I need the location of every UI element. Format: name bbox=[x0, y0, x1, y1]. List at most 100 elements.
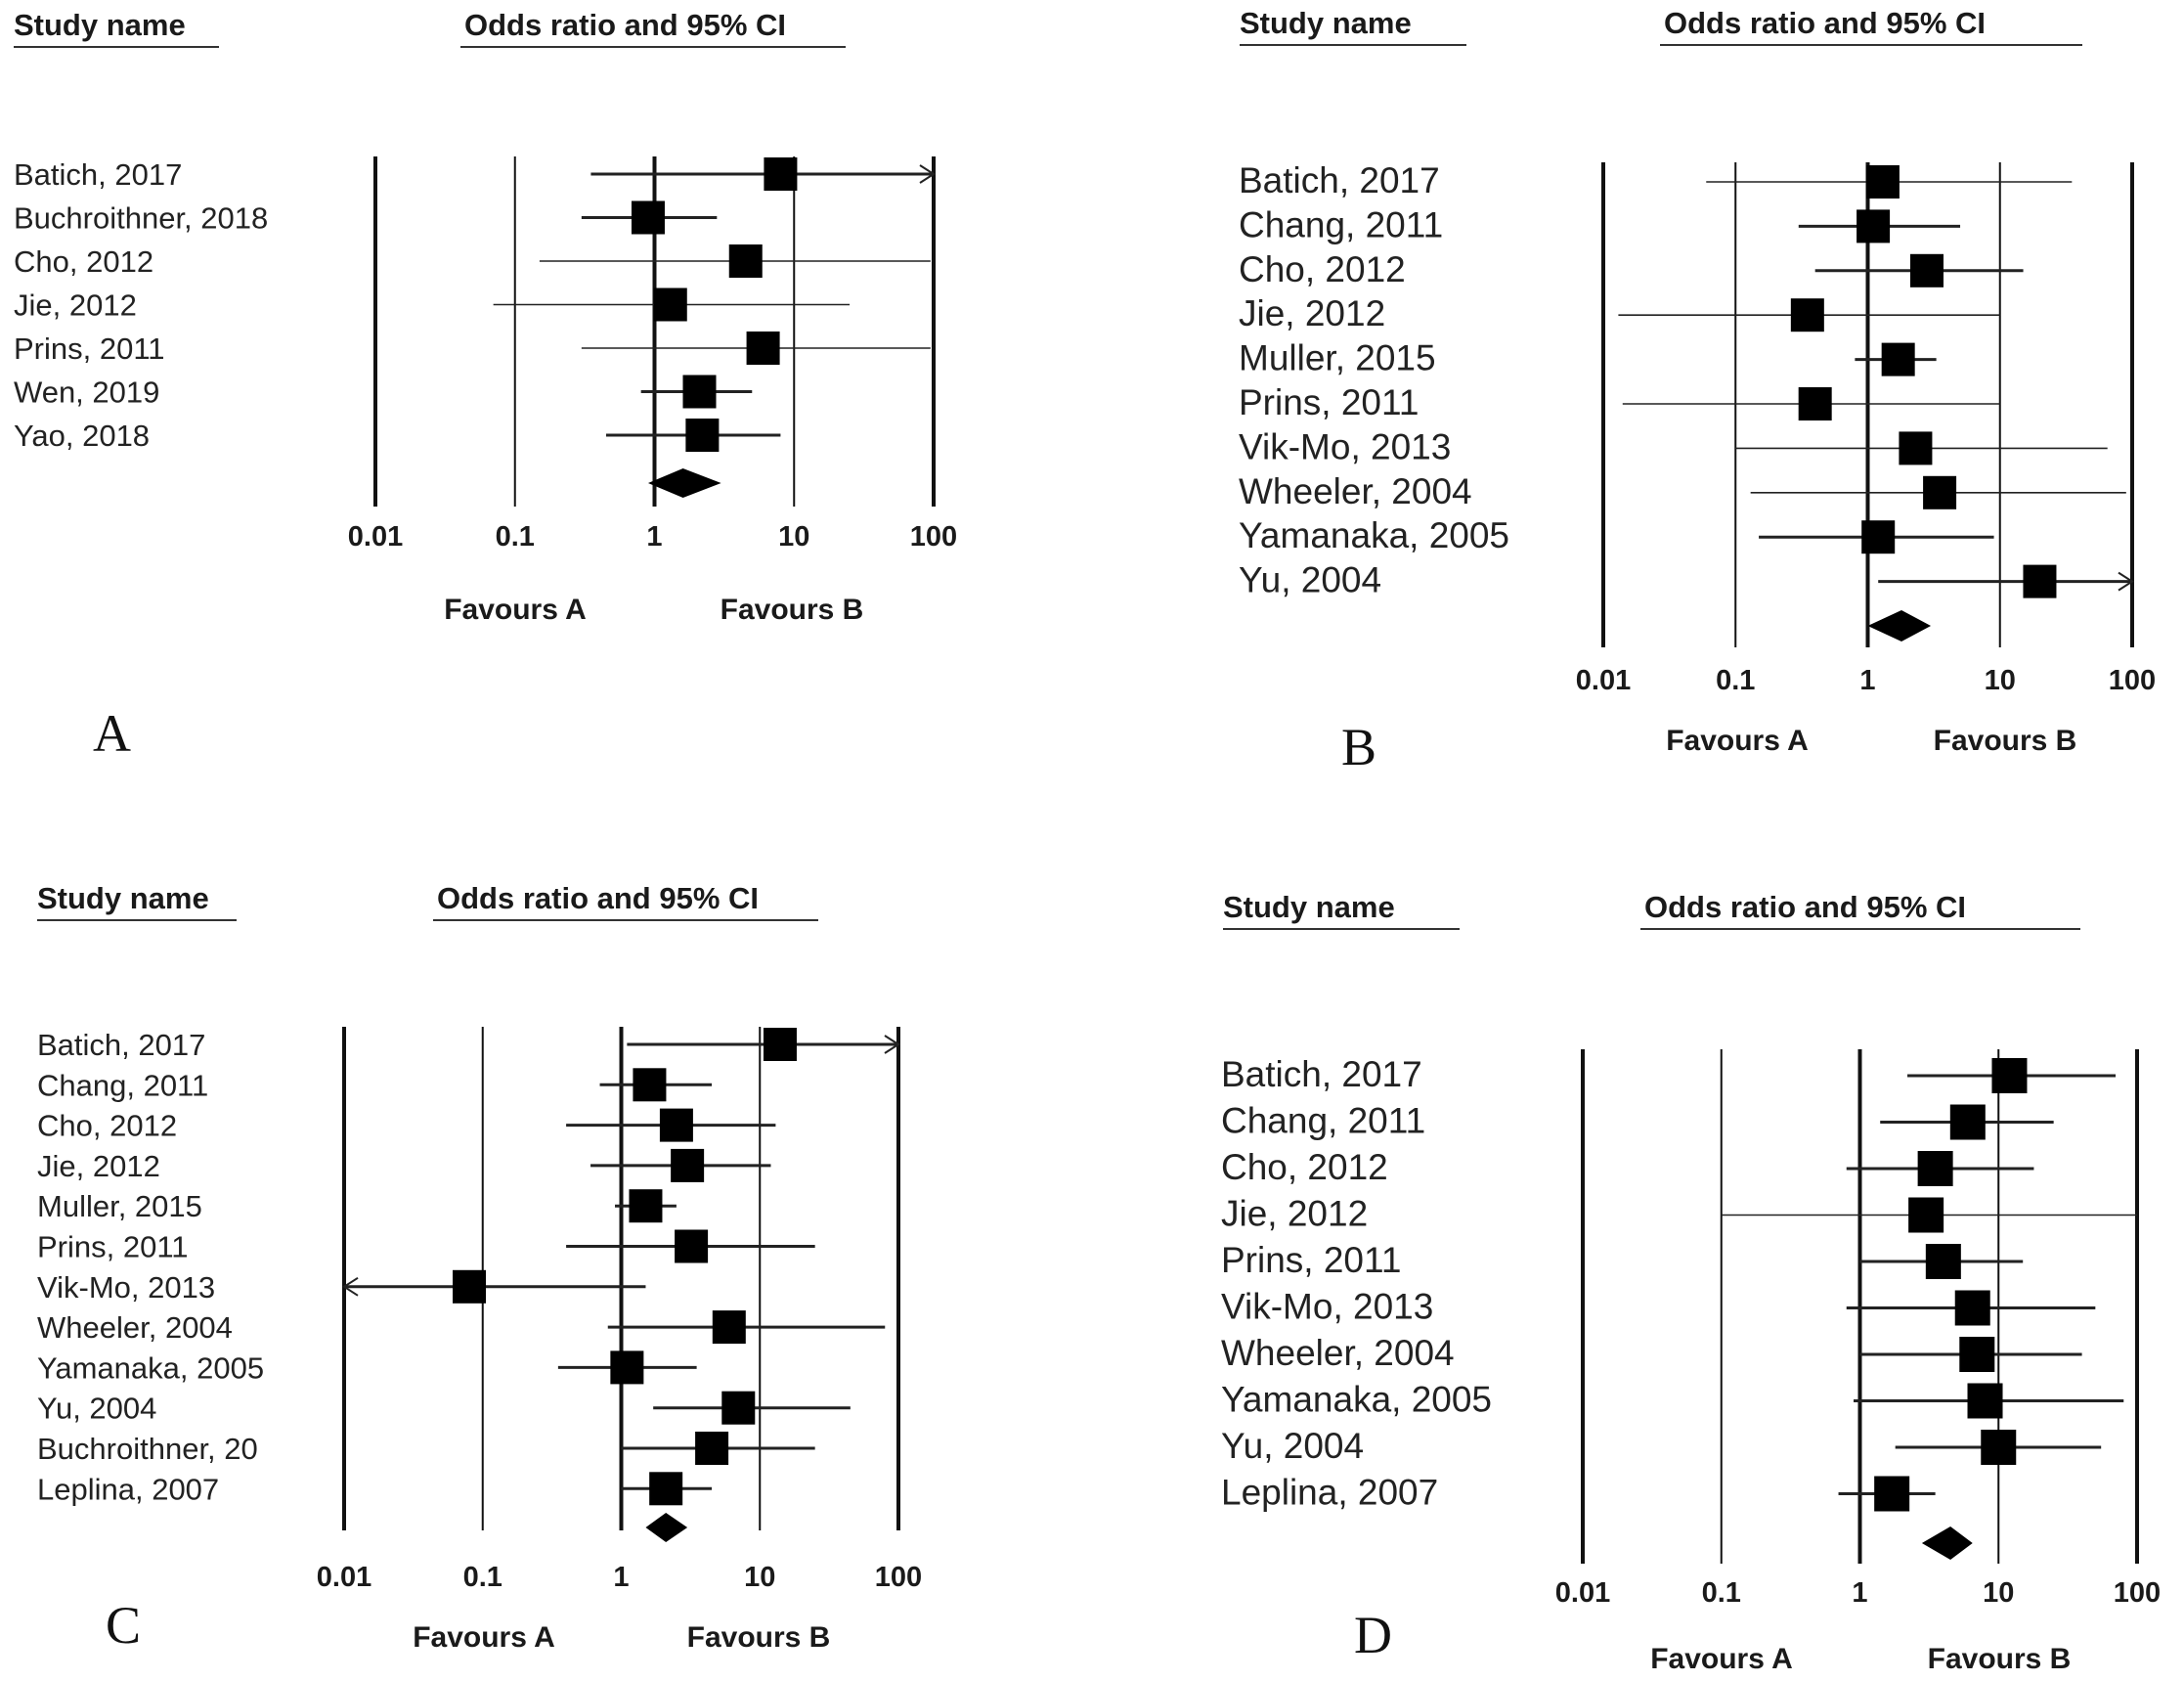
odds-ratio-point bbox=[1991, 1058, 2028, 1093]
favours-b-label: Favours B bbox=[1928, 1643, 2072, 1675]
odds-ratio-point bbox=[649, 1472, 683, 1506]
odds-ratio-point bbox=[721, 1391, 756, 1425]
odds-ratio-point bbox=[653, 288, 687, 322]
study-label: Prins, 2011 bbox=[14, 332, 165, 366]
x-tick-label: 0.1 bbox=[1702, 1577, 1741, 1609]
x-tick-label: 100 bbox=[2109, 665, 2156, 696]
x-tick-label: 100 bbox=[910, 521, 957, 553]
effect-header: Odds ratio and 95% CI bbox=[437, 881, 759, 915]
panel-b: Study name Odds ratio and 95% CI 0.01 0.1 1 1… bbox=[1239, 6, 2156, 776]
x-tick-label: 1 bbox=[1859, 665, 1875, 696]
study-label: Yu, 2004 bbox=[1239, 560, 1381, 600]
odds-ratio-point bbox=[682, 375, 717, 409]
favours-a-label: Favours A bbox=[1666, 725, 1809, 757]
study-label: Prins, 2011 bbox=[1221, 1240, 1401, 1280]
x-tick-label: 10 bbox=[778, 521, 809, 553]
odds-ratio-point bbox=[631, 200, 665, 235]
favours-b-label: Favours B bbox=[721, 594, 864, 626]
panel-label: D bbox=[1354, 1606, 1392, 1664]
favours-b-label: Favours B bbox=[1934, 725, 2077, 757]
x-tick-label: 0.01 bbox=[1576, 665, 1631, 696]
study-label: Wheeler, 2004 bbox=[1239, 471, 1472, 511]
x-tick-label: 10 bbox=[1983, 1577, 2014, 1609]
ci-arrow-left-icon bbox=[342, 1276, 359, 1297]
x-tick-label: 0.01 bbox=[1555, 1577, 1610, 1609]
ci-arrow-right-icon bbox=[884, 1035, 900, 1054]
ci-arrow-right-icon bbox=[919, 164, 936, 184]
study-label: Yu, 2004 bbox=[37, 1392, 156, 1426]
study-label: Yao, 2018 bbox=[14, 419, 150, 453]
odds-ratio-point bbox=[1959, 1337, 1995, 1372]
odds-ratio-point bbox=[685, 419, 720, 452]
study-name-header: Study name bbox=[37, 881, 209, 915]
study-label: Yu, 2004 bbox=[1221, 1426, 1364, 1466]
study-label: Wheeler, 2004 bbox=[1221, 1333, 1455, 1373]
study-label: Chang, 2011 bbox=[1239, 204, 1443, 244]
pooled-estimate-diamond bbox=[645, 1513, 688, 1542]
odds-ratio-point bbox=[1899, 431, 1933, 465]
effect-header: Odds ratio and 95% CI bbox=[464, 8, 786, 42]
odds-ratio-point bbox=[629, 1189, 663, 1223]
panel-c: Study name Odds ratio and 95% CI 0.01 0.1 1 1… bbox=[37, 881, 922, 1655]
x-tick-label: 1 bbox=[613, 1562, 629, 1593]
x-tick-label: 0.1 bbox=[496, 521, 535, 553]
study-label: Jie, 2012 bbox=[1221, 1194, 1368, 1234]
odds-ratio-point bbox=[695, 1432, 729, 1465]
study-label: Cho, 2012 bbox=[1221, 1147, 1388, 1187]
odds-ratio-point bbox=[453, 1269, 487, 1304]
odds-ratio-point bbox=[712, 1310, 746, 1345]
odds-ratio-point bbox=[671, 1148, 705, 1182]
odds-ratio-point bbox=[633, 1068, 667, 1102]
study-label: Batich, 2017 bbox=[14, 157, 182, 192]
study-label: Leplina, 2007 bbox=[1221, 1473, 1438, 1513]
x-tick-label: 10 bbox=[744, 1562, 775, 1593]
odds-ratio-point bbox=[1923, 475, 1957, 509]
study-label: Jie, 2012 bbox=[14, 288, 137, 323]
study-label: Yamanaka, 2005 bbox=[37, 1350, 264, 1385]
odds-ratio-point bbox=[659, 1108, 693, 1142]
odds-ratio-point bbox=[764, 157, 798, 191]
panel-label: B bbox=[1341, 718, 1376, 776]
pooled-estimate-diamond bbox=[1921, 1526, 1973, 1560]
ci-arrow-right-icon bbox=[2118, 571, 2134, 592]
odds-ratio-point bbox=[1874, 1476, 1910, 1512]
panel-label: A bbox=[93, 704, 131, 763]
odds-ratio-point bbox=[610, 1350, 644, 1385]
study-label: Muller, 2015 bbox=[1239, 338, 1436, 378]
study-label: Vik-Mo, 2013 bbox=[1239, 426, 1451, 466]
study-name-header: Study name bbox=[1223, 890, 1395, 924]
study-label: Chang, 2011 bbox=[1221, 1101, 1425, 1141]
study-label: Prins, 2011 bbox=[37, 1230, 189, 1264]
odds-ratio-point bbox=[1790, 298, 1824, 332]
odds-ratio-point bbox=[1861, 520, 1896, 554]
study-label: Batich, 2017 bbox=[1221, 1054, 1422, 1094]
favours-a-label: Favours A bbox=[413, 1621, 555, 1654]
x-tick-label: 100 bbox=[875, 1562, 922, 1593]
x-tick-label: 10 bbox=[1985, 665, 2016, 696]
study-label: Wheeler, 2004 bbox=[37, 1310, 233, 1345]
pooled-estimate-diamond bbox=[1867, 610, 1932, 641]
study-label: Cho, 2012 bbox=[37, 1109, 177, 1143]
favours-b-label: Favours B bbox=[687, 1621, 831, 1654]
study-label: Cho, 2012 bbox=[14, 244, 153, 279]
study-label: Wen, 2019 bbox=[14, 376, 159, 410]
odds-ratio-point bbox=[1925, 1244, 1961, 1279]
panel-label: C bbox=[106, 1596, 141, 1655]
study-label: Yamanaka, 2005 bbox=[1239, 515, 1509, 555]
study-label: Vik-Mo, 2013 bbox=[37, 1270, 215, 1305]
study-label: Muller, 2015 bbox=[37, 1189, 202, 1223]
study-label: Jie, 2012 bbox=[37, 1149, 160, 1183]
odds-ratio-point bbox=[1949, 1104, 1986, 1140]
x-tick-label: 0.1 bbox=[463, 1562, 502, 1593]
study-label: Batich, 2017 bbox=[37, 1028, 205, 1062]
odds-ratio-point bbox=[1909, 253, 1944, 288]
x-tick-label: 0.1 bbox=[1716, 665, 1755, 696]
study-label: Jie, 2012 bbox=[1239, 293, 1385, 333]
panel-a: Study name Odds ratio and 95% CI 0.01 0.1 1 1… bbox=[14, 8, 957, 763]
pooled-estimate-diamond bbox=[647, 468, 721, 498]
study-name-header: Study name bbox=[14, 8, 186, 42]
study-label: Buchroithner, 20 bbox=[37, 1432, 258, 1466]
odds-ratio-point bbox=[1856, 209, 1891, 243]
x-tick-label: 100 bbox=[2114, 1577, 2161, 1609]
